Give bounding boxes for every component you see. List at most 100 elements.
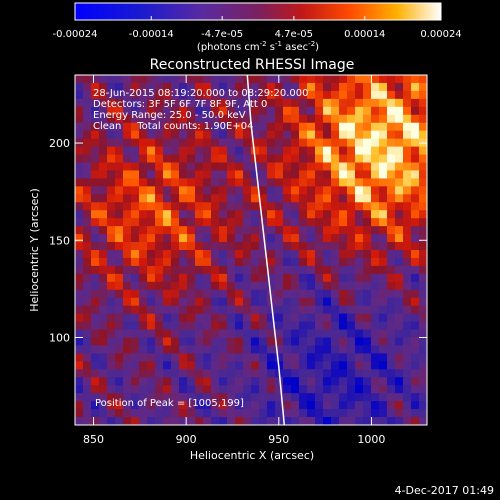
- heatmap-cell: [387, 329, 396, 339]
- heatmap-cell: [195, 138, 204, 148]
- heatmap-cell: [291, 409, 300, 418]
- heatmap-cell: [203, 186, 212, 195]
- heatmap-cell: [419, 250, 427, 259]
- heatmap-cell: [267, 369, 276, 378]
- heatmap-cell: [323, 226, 332, 235]
- heatmap-cell: [171, 401, 180, 410]
- heatmap-cell: [347, 257, 356, 267]
- heatmap-cell: [339, 385, 348, 394]
- heatmap-cell: [123, 146, 132, 156]
- heatmap-cell: [99, 361, 108, 370]
- heatmap-cell: [387, 98, 396, 108]
- heatmap-cell: [283, 353, 292, 362]
- heatmap-cell: [299, 146, 308, 156]
- heatmap-cell: [251, 218, 260, 227]
- heatmap-cell: [299, 90, 308, 100]
- heatmap-cell: [171, 218, 180, 227]
- heatmap-cell: [307, 130, 316, 140]
- heatmap-cell: [251, 242, 260, 251]
- heatmap-cell: [403, 369, 412, 378]
- heatmap-cell: [163, 345, 172, 354]
- heatmap-cell: [91, 337, 100, 347]
- heatmap-cell: [195, 305, 204, 315]
- heatmap-cell: [371, 114, 380, 124]
- heatmap-cell: [307, 162, 316, 172]
- heatmap-cell: [259, 242, 268, 251]
- heatmap-cell: [379, 273, 388, 283]
- heatmap-cell: [347, 297, 356, 307]
- heatmap-cell: [339, 178, 348, 187]
- heatmap-cell: [163, 281, 172, 291]
- heatmap-cell: [251, 353, 260, 362]
- heatmap-cell: [75, 305, 84, 315]
- heatmap-cell: [171, 178, 180, 187]
- heatmap-cell: [251, 297, 260, 307]
- heatmap-cell: [179, 218, 188, 227]
- heatmap-cell: [179, 281, 188, 291]
- heatmap-cell: [203, 234, 212, 243]
- heatmap-cell: [419, 401, 427, 410]
- heatmap-cell: [235, 75, 244, 84]
- heatmap-cell: [347, 281, 356, 291]
- heatmap-cell: [395, 130, 404, 140]
- heatmap-cell: [163, 242, 172, 251]
- heatmap-cell: [91, 250, 100, 259]
- heatmap-cell: [267, 337, 276, 347]
- heatmap-cell: [203, 265, 212, 275]
- heatmap-cell: [347, 345, 356, 354]
- y-tick-label: 200: [49, 137, 70, 150]
- heatmap-cell: [115, 194, 124, 203]
- heatmap-cell: [203, 130, 212, 140]
- heatmap-cell: [243, 321, 252, 331]
- heatmap-cell: [155, 321, 164, 331]
- heatmap-cell: [131, 242, 140, 251]
- heatmap-cell: [387, 106, 396, 116]
- heatmap-cell: [203, 321, 212, 331]
- heatmap-cell: [163, 162, 172, 172]
- heatmap-cell: [203, 385, 212, 394]
- heatmap-cell: [307, 385, 316, 394]
- heatmap-cell: [251, 186, 260, 195]
- heatmap-cell: [147, 202, 156, 211]
- heatmap-cell: [331, 417, 340, 425]
- heatmap-cell: [339, 393, 348, 402]
- heatmap-cell: [299, 218, 308, 227]
- heatmap-cell: [363, 361, 372, 370]
- heatmap-cell: [163, 377, 172, 386]
- heatmap-cell: [371, 409, 380, 418]
- heatmap-cell: [395, 393, 404, 402]
- heatmap-cell: [131, 75, 140, 84]
- heatmap-cell: [371, 250, 380, 259]
- heatmap-cell: [267, 82, 276, 92]
- heatmap-cell: [219, 377, 228, 386]
- heatmap-cell: [179, 82, 188, 92]
- heatmap-cell: [171, 122, 180, 132]
- heatmap-cell: [179, 234, 188, 243]
- heatmap-cell: [371, 218, 380, 227]
- heatmap-cell: [99, 369, 108, 378]
- heatmap-cell: [395, 210, 404, 219]
- heatmap-cell: [155, 377, 164, 386]
- heatmap-cell: [163, 234, 172, 243]
- heatmap-cell: [275, 75, 284, 84]
- heatmap-cell: [123, 361, 132, 370]
- heatmap-cell: [347, 377, 356, 386]
- heatmap-cell: [83, 202, 92, 211]
- heatmap-cell: [315, 234, 324, 243]
- heatmap-cell: [419, 377, 427, 386]
- heatmap-cell: [115, 265, 124, 275]
- heatmap-cell: [299, 369, 308, 378]
- heatmap-cell: [355, 281, 364, 291]
- heatmap-cell: [411, 162, 420, 172]
- heatmap-cell: [171, 242, 180, 251]
- heatmap-cell: [251, 281, 260, 291]
- heatmap-cell: [147, 289, 156, 299]
- heatmap-cell: [107, 329, 116, 339]
- heatmap-cell: [307, 409, 316, 418]
- heatmap-cell: [259, 257, 268, 267]
- heatmap-cell: [331, 273, 340, 283]
- heatmap-cell: [379, 90, 388, 100]
- heatmap-cell: [371, 210, 380, 219]
- heatmap-cell: [115, 385, 124, 394]
- heatmap-cell: [363, 313, 372, 323]
